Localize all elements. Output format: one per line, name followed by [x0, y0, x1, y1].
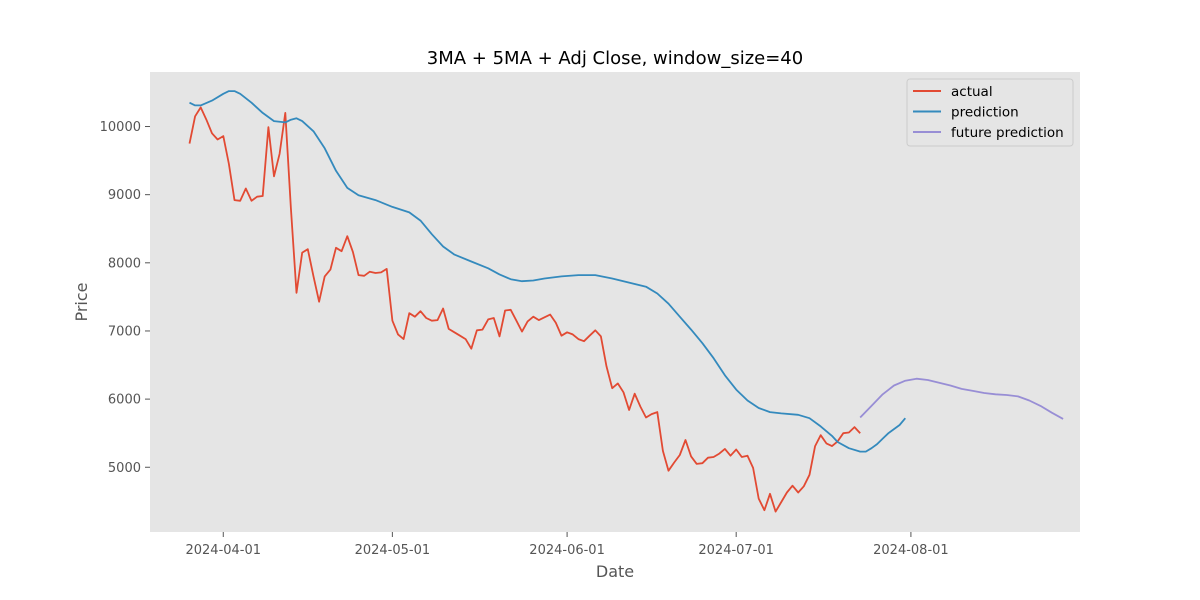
legend-label-actual: actual [951, 84, 993, 100]
chart-title: 3MA + 5MA + Adj Close, window_size=40 [427, 48, 803, 69]
legend-box [906, 78, 1074, 147]
y-tick-label: 10000 [100, 120, 141, 135]
x-axis-ticks: 2024-04-01 2024-05-01 2024-06-01 2024-07-01… [185, 532, 949, 558]
legend: actual prediction future prediction [906, 78, 1074, 147]
y-tick-label: 9000 [108, 188, 141, 203]
series-lines [188, 90, 1064, 513]
y-tick-label: 8000 [108, 256, 141, 271]
y-axis-label: Price [72, 282, 91, 321]
x-tick-label: 2024-05-01 [355, 543, 431, 558]
series-line-actual [188, 106, 861, 513]
y-axis-ticks: 5000 6000 7000 8000 9000 10000 [100, 120, 150, 476]
series-line-prediction [189, 90, 906, 453]
legend-label-prediction: prediction [951, 105, 1019, 121]
legend-label-future-prediction: future prediction [951, 125, 1064, 141]
y-tick-label: 7000 [108, 324, 141, 339]
y-tick-label: 5000 [108, 461, 141, 476]
x-tick-label: 2024-04-01 [185, 543, 261, 558]
x-tick-label: 2024-07-01 [698, 543, 774, 558]
x-tick-label: 2024-06-01 [529, 543, 605, 558]
x-tick-label: 2024-08-01 [873, 543, 949, 558]
series-line-future-prediction [859, 377, 1064, 420]
legend-entries: actual prediction future prediction [913, 84, 1064, 141]
x-axis-label: Date [596, 562, 634, 581]
plot-background [150, 72, 1080, 532]
y-tick-label: 6000 [108, 393, 141, 408]
